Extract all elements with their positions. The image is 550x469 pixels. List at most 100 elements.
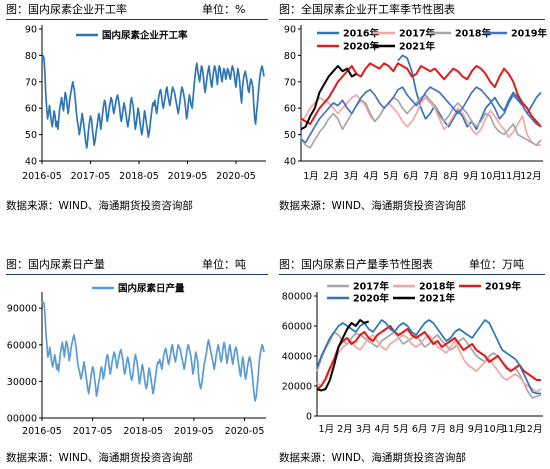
y-tick-label: 90 (284, 25, 296, 36)
series-line (300, 62, 542, 128)
y-tick-label: 190000 (6, 304, 37, 315)
legend-label: 2020年 (353, 293, 389, 305)
series-line (316, 319, 541, 395)
title-underline (6, 19, 268, 20)
series-line (300, 86, 542, 144)
chart-title: 图：国内尿素企业开工率 (6, 3, 127, 16)
x-tick-label: 2016-05 (22, 426, 62, 437)
x-tick-label: 4月 (363, 171, 379, 182)
x-tick-label: 2016-05 (22, 171, 62, 182)
x-tick-label: 12月 (521, 424, 543, 435)
y-tick-label: 70 (25, 77, 37, 88)
title-underline (279, 19, 545, 20)
legend-label: 2018年 (455, 28, 491, 40)
x-tick-label: 8月 (443, 171, 459, 182)
x-tick-label: 10月 (484, 424, 506, 435)
x-tick-label: 9月 (468, 424, 484, 435)
legend-label: 2019年 (511, 28, 547, 40)
title-underline (279, 274, 545, 275)
x-tick-label: 6月 (412, 424, 428, 435)
series-line (41, 54, 265, 149)
x-tick-label: 4月 (375, 424, 391, 435)
series-line (300, 94, 542, 149)
x-tick-label: 2017-05 (71, 171, 111, 182)
y-tick-label: 90 (25, 25, 37, 36)
y-tick-label: 50 (25, 130, 37, 141)
x-tick-label: 1月 (303, 171, 319, 182)
series-line (316, 334, 542, 393)
x-tick-label: 2018-05 (123, 426, 163, 437)
series-line (300, 94, 541, 147)
x-tick-label: 3月 (356, 424, 372, 435)
x-tick-label: 2019-05 (174, 426, 214, 437)
chart-title: 图：国内尿素日产量季节性图表 (279, 258, 433, 271)
panel-daily-output: 图：国内尿素日产量 单位：吨 100000 130000 160000 190000 2… (6, 258, 271, 466)
y-tick-label: 20000 (282, 382, 312, 393)
data-source: 数据来源：WIND、海通期货投资咨询部 (279, 200, 466, 212)
y-tick-label: 0 (306, 412, 312, 423)
y-tick-label: 80000 (282, 292, 312, 303)
data-source: 数据来源：WIND、海通期货投资咨询部 (6, 452, 193, 464)
x-tick-label: 3月 (343, 171, 359, 182)
legend-label: 2018年 (419, 281, 455, 293)
legend-label: 2016年 (343, 28, 379, 40)
chart-title: 图：国内尿素日产量 (6, 258, 105, 271)
x-tick-label: 5月 (393, 424, 409, 435)
x-tick-label: 10月 (480, 171, 502, 182)
data-source: 数据来源：WIND、海通期货投资咨询部 (279, 452, 466, 464)
chart-operating-rate: 40 50 60 70 80 90 2016-05 2017-05 2018-05 2019-05… (22, 25, 266, 182)
x-tick-label: 1月 (319, 424, 335, 435)
data-source: 数据来源：WIND、海通期货投资咨询部 (6, 200, 193, 212)
panel-operating-rate-seasonal: 图：全国尿素企业开工率季节性图表 40 50 60 70 80 90 1月 2月 3月 4月 5月 6… (279, 3, 550, 215)
x-tick-label: 2018-05 (119, 171, 159, 182)
y-tick-label: 80 (25, 51, 37, 62)
x-tick-label: 2020-05 (216, 171, 256, 182)
x-tick-label: 12月 (520, 171, 542, 182)
chart-daily-output: 100000 130000 160000 190000 2016-05 2017-05 20… (6, 283, 266, 437)
x-tick-label: 6月 (403, 171, 419, 182)
x-tick-label: 11月 (500, 171, 522, 182)
title-underline (6, 274, 268, 275)
legend-label: 国内尿素日产量 (118, 283, 185, 295)
y-tick-label: 60 (25, 104, 37, 115)
panel-daily-output-seasonal: 图：国内尿素日产量季节性图表 单位：万吨 0 20000 40000 60000 800… (279, 258, 550, 466)
chart-title: 图：全国尿素企业开工率季节性图表 (279, 3, 455, 16)
series-line (316, 325, 541, 390)
legend-label: 2021年 (419, 293, 455, 305)
x-tick-label: 7月 (431, 424, 447, 435)
x-tick-label: 7月 (423, 171, 439, 182)
chart-unit: 单位：万吨 (469, 258, 524, 271)
legend-label: 2017年 (399, 28, 435, 40)
series-line (41, 301, 265, 402)
y-tick-label: 160000 (6, 340, 37, 351)
legend-label: 2017年 (353, 281, 389, 293)
x-tick-label: 2019-05 (168, 171, 208, 182)
y-tick-label: 50 (284, 130, 296, 141)
chart-unit: 单位：% (202, 3, 246, 16)
x-tick-label: 8月 (449, 424, 465, 435)
y-tick-label: 100000 (6, 414, 37, 425)
panel-operating-rate: 图：国内尿素企业开工率 单位：% 40 50 60 70 80 90 2016-05 2017… (6, 3, 271, 215)
series-line (300, 65, 357, 131)
y-tick-label: 40 (284, 157, 296, 168)
series-line (316, 319, 370, 392)
x-tick-label: 2017-05 (73, 426, 113, 437)
y-tick-label: 40000 (282, 352, 312, 363)
legend-label: 2020年 (343, 41, 379, 53)
chart-unit: 单位：吨 (202, 258, 246, 271)
x-tick-label: 9月 (463, 171, 479, 182)
y-tick-label: 70 (284, 77, 296, 88)
y-tick-label: 60000 (282, 322, 312, 333)
x-tick-label: 5月 (383, 171, 399, 182)
legend-label: 2019年 (485, 281, 521, 293)
y-tick-label: 130000 (6, 377, 37, 388)
legend-label: 2021年 (399, 41, 435, 53)
x-tick-label: 11月 (502, 424, 524, 435)
x-tick-label: 2月 (323, 171, 339, 182)
x-tick-label: 2020-05 (225, 426, 265, 437)
y-tick-label: 40 (25, 157, 37, 168)
legend-label: 国内尿素企业开工率 (102, 30, 188, 42)
x-tick-label: 2月 (337, 424, 353, 435)
